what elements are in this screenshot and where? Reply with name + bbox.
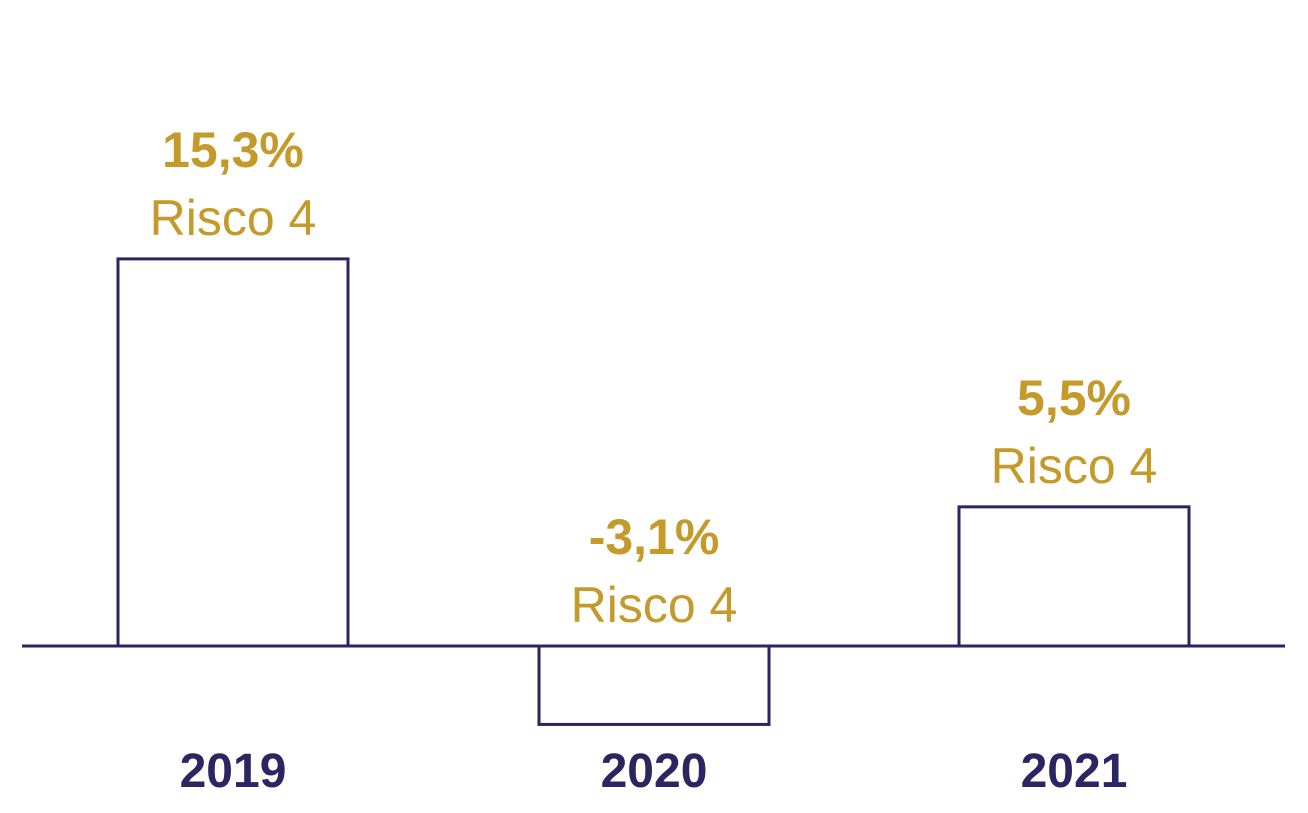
value-label-2021: 5,5%: [1017, 370, 1131, 426]
risk-label-2021: Risco 4: [991, 438, 1158, 494]
bars-group: [116, 257, 1191, 726]
category-label-2021: 2021: [1021, 745, 1128, 798]
risk-label-2020: Risco 4: [571, 577, 738, 633]
category-label-2019: 2019: [180, 745, 287, 798]
bar-2019: [116, 257, 350, 648]
labels-group: Risco 4 15,3% 2019 Risco 4 -3,1% 2020 Risco 4 5…: [150, 122, 1158, 798]
category-label-2020: 2020: [601, 745, 708, 798]
bar-2020: [537, 644, 771, 726]
risk-label-2019: Risco 4: [150, 190, 317, 246]
value-label-2019: 15,3%: [162, 122, 304, 178]
value-label-2020: -3,1%: [589, 509, 720, 565]
bar-2021: [957, 505, 1191, 648]
